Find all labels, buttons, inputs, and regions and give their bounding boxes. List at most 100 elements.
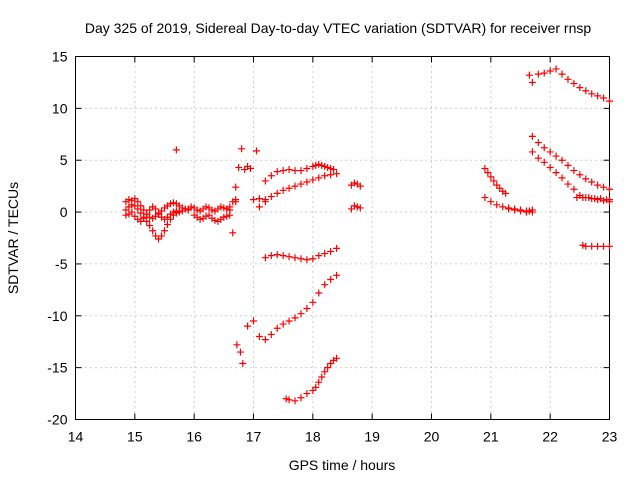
data-point xyxy=(279,167,287,175)
data-point xyxy=(594,181,602,189)
data-point xyxy=(267,172,275,180)
data-point xyxy=(573,194,581,202)
data-point xyxy=(205,211,213,219)
data-point xyxy=(309,176,317,184)
data-point xyxy=(239,359,247,367)
data-point xyxy=(493,181,501,189)
data-point xyxy=(273,251,281,259)
data-point xyxy=(600,242,608,250)
data-point xyxy=(327,165,335,173)
x-tick-label: 19 xyxy=(364,429,380,445)
data-point xyxy=(600,183,608,191)
data-point xyxy=(187,203,195,211)
data-point xyxy=(279,186,287,194)
data-point xyxy=(291,314,299,322)
data-point xyxy=(350,202,358,210)
data-point xyxy=(606,97,613,105)
data-point xyxy=(321,162,329,170)
data-point xyxy=(163,221,171,229)
x-tick-label: 20 xyxy=(424,429,440,445)
x-tick-label: 14 xyxy=(68,429,84,445)
data-point xyxy=(528,206,536,214)
y-axis-label: SDTVAR / TECUs xyxy=(5,182,21,294)
data-point xyxy=(333,170,341,178)
data-point xyxy=(356,204,364,212)
data-point xyxy=(285,184,293,192)
data-point xyxy=(273,324,281,332)
data-point xyxy=(570,185,578,193)
data-point xyxy=(528,148,536,156)
data-point xyxy=(131,195,139,203)
data-point xyxy=(143,217,151,225)
data-point xyxy=(546,67,554,75)
data-point xyxy=(261,198,269,206)
data-point xyxy=(134,205,142,213)
data-point xyxy=(261,177,269,185)
data-point xyxy=(522,208,530,216)
data-point xyxy=(155,235,163,243)
data-point xyxy=(528,132,536,140)
data-point xyxy=(534,70,542,78)
data-point xyxy=(312,383,320,391)
data-point xyxy=(353,203,361,211)
data-point xyxy=(303,256,311,264)
data-point xyxy=(534,154,542,162)
data-point xyxy=(137,217,145,225)
data-point xyxy=(146,213,154,221)
data-point xyxy=(202,212,210,220)
data-point xyxy=(152,205,160,213)
data-point xyxy=(502,189,510,197)
data-point xyxy=(297,180,305,188)
data-point xyxy=(487,198,495,206)
series-track-22h-mid xyxy=(528,132,613,193)
x-tick-label: 18 xyxy=(305,429,321,445)
data-point xyxy=(540,144,548,152)
data-point xyxy=(285,253,293,261)
data-point xyxy=(252,147,260,155)
data-point xyxy=(238,145,246,153)
data-point xyxy=(297,255,305,263)
data-point xyxy=(149,227,157,235)
data-point xyxy=(220,213,228,221)
data-point xyxy=(202,203,210,211)
data-point xyxy=(327,359,335,367)
data-point xyxy=(273,168,281,176)
data-point xyxy=(606,196,613,204)
data-point xyxy=(606,185,613,193)
data-point xyxy=(303,305,311,313)
data-point xyxy=(594,196,602,204)
data-point xyxy=(155,209,163,217)
data-point xyxy=(211,216,219,224)
data-point xyxy=(261,254,269,262)
data-point xyxy=(143,210,151,218)
data-point xyxy=(146,206,154,214)
series-track-22h-neg xyxy=(579,241,613,250)
x-tick-label: 22 xyxy=(542,429,558,445)
series-track-17h-minus10 xyxy=(244,271,341,344)
data-point xyxy=(250,317,257,325)
data-point xyxy=(128,208,136,216)
y-tick-label: -20 xyxy=(47,412,67,428)
data-point xyxy=(552,152,560,160)
series-track-17h-lower xyxy=(261,244,341,264)
data-point xyxy=(137,202,145,210)
x-tick-label: 23 xyxy=(602,429,618,445)
data-point xyxy=(606,242,613,250)
data-point xyxy=(235,163,243,171)
data-point xyxy=(579,241,587,249)
data-point xyxy=(255,195,263,203)
series-track-17h-upper xyxy=(261,160,338,185)
data-point xyxy=(255,203,263,211)
data-point xyxy=(585,194,593,202)
data-point xyxy=(564,75,572,83)
data-point xyxy=(291,254,299,262)
data-point xyxy=(558,156,566,164)
data-point xyxy=(208,206,216,214)
data-point xyxy=(315,378,323,386)
data-point xyxy=(481,165,489,173)
data-point xyxy=(597,195,605,203)
data-point xyxy=(499,203,507,211)
data-point xyxy=(558,174,566,182)
data-point xyxy=(291,167,299,175)
